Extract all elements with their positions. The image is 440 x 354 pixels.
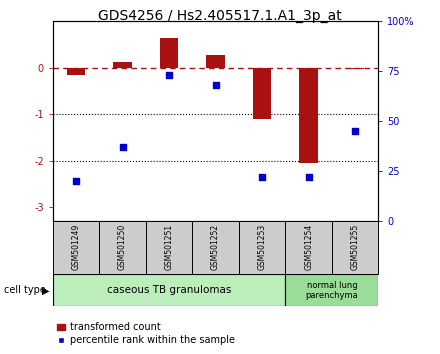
Bar: [192, 221, 239, 274]
Bar: [160, 38, 178, 68]
Text: caseous TB granulomas: caseous TB granulomas: [107, 285, 231, 295]
Bar: [332, 221, 378, 274]
Text: GSM501249: GSM501249: [72, 224, 81, 270]
Bar: [99, 221, 146, 274]
Point: [352, 129, 359, 134]
Bar: [146, 221, 192, 274]
Point: [212, 82, 219, 88]
Text: normal lung
parenchyma: normal lung parenchyma: [305, 281, 358, 300]
Bar: [299, 68, 318, 163]
Bar: [113, 62, 132, 68]
Bar: [286, 274, 378, 306]
Bar: [346, 68, 364, 69]
Text: GSM501250: GSM501250: [118, 224, 127, 270]
Point: [119, 144, 126, 150]
Point: [305, 175, 312, 180]
Bar: [206, 55, 225, 68]
Bar: [53, 221, 99, 274]
Bar: [53, 274, 286, 306]
Text: GDS4256 / Hs2.405517.1.A1_3p_at: GDS4256 / Hs2.405517.1.A1_3p_at: [98, 9, 342, 23]
Text: GSM501255: GSM501255: [351, 224, 359, 270]
Text: cell type: cell type: [4, 285, 46, 295]
Text: GSM501254: GSM501254: [304, 224, 313, 270]
Bar: [239, 221, 286, 274]
Text: ▶: ▶: [42, 285, 49, 295]
Point: [165, 73, 172, 78]
Point: [73, 178, 80, 184]
Bar: [253, 68, 271, 119]
Text: GSM501252: GSM501252: [211, 224, 220, 270]
Bar: [67, 68, 85, 75]
Text: GSM501253: GSM501253: [257, 224, 267, 270]
Point: [259, 175, 266, 180]
Legend: transformed count, percentile rank within the sample: transformed count, percentile rank withi…: [53, 319, 238, 349]
Text: GSM501251: GSM501251: [165, 224, 174, 270]
Bar: [286, 221, 332, 274]
